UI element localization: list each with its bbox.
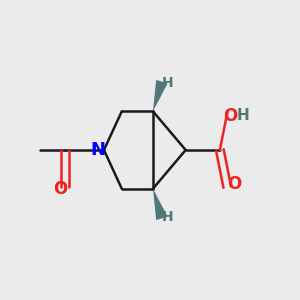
Text: H: H bbox=[161, 210, 173, 224]
Text: O: O bbox=[227, 175, 241, 193]
Text: H: H bbox=[161, 76, 173, 90]
Text: H: H bbox=[236, 108, 249, 123]
Polygon shape bbox=[153, 80, 168, 111]
Text: O: O bbox=[53, 180, 67, 198]
Text: O: O bbox=[223, 107, 237, 125]
Polygon shape bbox=[153, 189, 168, 220]
Text: N: N bbox=[90, 141, 105, 159]
